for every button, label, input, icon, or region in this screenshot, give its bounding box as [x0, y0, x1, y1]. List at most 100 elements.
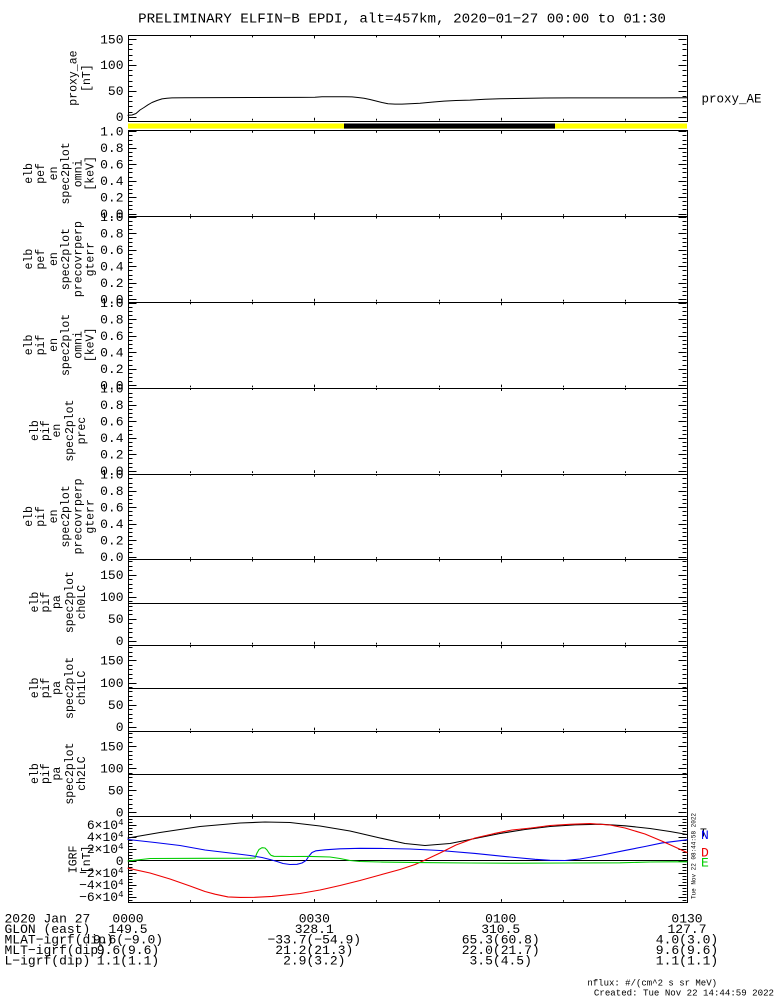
- svg-text:1.0: 1.0: [100, 125, 123, 140]
- svg-text:0.0: 0.0: [100, 293, 123, 308]
- svg-text:pef: pef: [35, 249, 48, 270]
- svg-text:0.8: 0.8: [100, 227, 123, 242]
- svg-text:Created: Tue Nov 22 14:44:59 2: Created: Tue Nov 22 14:44:59 2022: [594, 988, 774, 999]
- svg-text:1.0: 1.0: [100, 468, 123, 483]
- svg-text:en: en: [48, 509, 61, 523]
- svg-text:nflux: #/(cm^2 s sr MeV): nflux: #/(cm^2 s sr MeV): [587, 978, 717, 988]
- svg-text:omni: omni: [72, 331, 85, 359]
- svg-text:9.6(9.6): 9.6(9.6): [656, 943, 718, 958]
- svg-text:0.2: 0.2: [100, 533, 123, 548]
- svg-text:100: 100: [100, 762, 123, 777]
- svg-text:0000: 0000: [112, 911, 143, 926]
- svg-text:en: en: [48, 166, 61, 180]
- svg-text:100: 100: [100, 676, 123, 691]
- svg-text:0.2: 0.2: [100, 276, 123, 291]
- svg-text:ch1LC: ch1LC: [76, 671, 89, 706]
- svg-text:D: D: [701, 846, 709, 861]
- svg-text:4×104: 4×104: [87, 830, 124, 845]
- svg-text:elb: elb: [29, 592, 42, 613]
- svg-text:−4×104: −4×104: [79, 878, 123, 893]
- svg-text:gterr: gterr: [85, 242, 98, 277]
- svg-text:pif: pif: [35, 506, 48, 527]
- svg-text:spec2plot: spec2plot: [60, 142, 73, 204]
- svg-text:spec2plot: spec2plot: [60, 485, 73, 547]
- svg-text:0: 0: [116, 720, 124, 735]
- svg-text:[nT]: [nT]: [81, 64, 94, 92]
- svg-text:310.5: 310.5: [481, 922, 520, 937]
- svg-text:0.0: 0.0: [100, 378, 123, 393]
- svg-text:50: 50: [108, 784, 124, 799]
- svg-text:4.0(3.0): 4.0(3.0): [656, 932, 718, 947]
- svg-text:L−igrf(dip): L−igrf(dip): [5, 953, 91, 968]
- svg-text:0.2: 0.2: [100, 362, 123, 377]
- svg-text:6×104: 6×104: [87, 818, 124, 833]
- svg-text:50: 50: [108, 698, 124, 713]
- svg-text:spec2plot: spec2plot: [64, 400, 77, 462]
- svg-text:0.6: 0.6: [100, 500, 123, 515]
- svg-text:1.0: 1.0: [100, 296, 123, 311]
- svg-text:0.0: 0.0: [100, 207, 123, 222]
- svg-text:0.0: 0.0: [100, 464, 123, 479]
- svg-text:0.4: 0.4: [100, 260, 124, 275]
- svg-text:100: 100: [100, 58, 123, 73]
- svg-text:0.6: 0.6: [100, 157, 123, 172]
- svg-text:65.3(60.8): 65.3(60.8): [462, 932, 540, 947]
- svg-text:pif: pif: [40, 677, 53, 698]
- svg-text:elb: elb: [23, 249, 36, 270]
- svg-text:0: 0: [116, 110, 124, 125]
- svg-text:spec2plot: spec2plot: [64, 571, 77, 633]
- svg-text:spec2plot: spec2plot: [60, 228, 73, 290]
- svg-text:0.4: 0.4: [100, 174, 124, 189]
- svg-text:0130: 0130: [671, 911, 702, 926]
- svg-text:9.6(9.6): 9.6(9.6): [97, 943, 159, 958]
- svg-text:0.4: 0.4: [100, 431, 124, 446]
- svg-text:spec2plot: spec2plot: [60, 314, 73, 376]
- svg-text:PRELIMINARY ELFIN−B EPDI, alt=: PRELIMINARY ELFIN−B EPDI, alt=457km, 202…: [138, 12, 666, 28]
- svg-text:−2×104: −2×104: [79, 866, 123, 881]
- svg-text:328.1: 328.1: [295, 922, 334, 937]
- svg-text:0100: 0100: [485, 911, 516, 926]
- svg-text:pif: pif: [40, 763, 53, 784]
- svg-text:0.8: 0.8: [100, 484, 123, 499]
- svg-text:0.2: 0.2: [100, 448, 123, 463]
- svg-text:0.4: 0.4: [100, 345, 124, 360]
- svg-text:spec2plot: spec2plot: [64, 657, 77, 719]
- svg-text:150: 150: [100, 739, 123, 754]
- svg-text:0.8: 0.8: [100, 398, 123, 413]
- svg-text:21.2(21.3): 21.2(21.3): [275, 943, 353, 958]
- svg-text:0.2: 0.2: [100, 190, 123, 205]
- svg-text:50: 50: [108, 84, 124, 99]
- svg-text:Tue Nov 22 08:44:58 2022: Tue Nov 22 08:44:58 2022: [691, 813, 698, 899]
- svg-text:en: en: [48, 338, 61, 352]
- svg-text:ch0LC: ch0LC: [76, 585, 89, 620]
- svg-text:pa: pa: [51, 767, 64, 781]
- svg-text:0.8: 0.8: [100, 313, 123, 328]
- svg-text:en: en: [48, 252, 61, 266]
- svg-text:1.0: 1.0: [100, 210, 123, 225]
- svg-text:22.0(21.7): 22.0(21.7): [462, 943, 540, 958]
- svg-text:elb: elb: [29, 677, 42, 698]
- svg-text:2020 Jan 27: 2020 Jan 27: [5, 911, 91, 926]
- svg-text:150: 150: [100, 568, 123, 583]
- svg-text:pa: pa: [51, 595, 64, 609]
- svg-text:GLON (east): GLON (east): [5, 922, 91, 937]
- svg-text:127.7: 127.7: [667, 922, 706, 937]
- svg-text:gterr: gterr: [85, 499, 98, 534]
- svg-text:1.1(1.1): 1.1(1.1): [656, 953, 718, 968]
- svg-text:pif: pif: [40, 420, 53, 441]
- svg-text:149.5: 149.5: [108, 922, 147, 937]
- svg-text:proxy_ae: proxy_ae: [68, 50, 81, 105]
- svg-text:N: N: [701, 828, 709, 843]
- svg-text:[nT]: [nT]: [81, 846, 94, 874]
- svg-text:0: 0: [116, 806, 124, 821]
- svg-text:[keV]: [keV]: [85, 328, 98, 363]
- svg-text:elb: elb: [29, 763, 42, 784]
- svg-text:150: 150: [100, 654, 123, 669]
- svg-text:−6×104: −6×104: [79, 890, 123, 905]
- svg-text:100: 100: [100, 590, 123, 605]
- svg-text:0.4: 0.4: [100, 517, 124, 532]
- svg-text:spec2plot: spec2plot: [64, 743, 77, 805]
- svg-text:elb: elb: [23, 334, 36, 355]
- svg-text:1.1(1.1): 1.1(1.1): [97, 953, 159, 968]
- svg-text:pa: pa: [51, 681, 64, 695]
